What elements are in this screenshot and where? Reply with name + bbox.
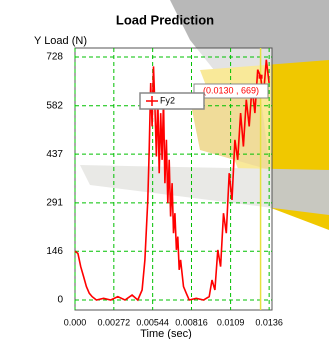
y-axis-label: Y Load (N) [34, 35, 87, 47]
x-tick-label: 0.00272 [98, 317, 131, 327]
y-tick-label: 291 [46, 198, 63, 209]
chart: Load Prediction Y Load (N) Time (sec) 0 1… [0, 0, 329, 339]
x-tick-label: 0.0136 [255, 317, 283, 327]
x-tick-label: 0.0109 [217, 317, 245, 327]
x-axis-label: Time (sec) [140, 328, 192, 339]
x-tick-label: 0.00816 [175, 317, 208, 327]
y-tick-label: 437 [46, 149, 63, 160]
y-tick-label: 728 [46, 52, 63, 63]
x-tick-label: 0.00544 [136, 317, 169, 327]
legend-label: Fy2 [160, 95, 175, 105]
annotation-label: (0.0130 , 669) [203, 85, 259, 95]
y-tick-label: 146 [46, 246, 63, 257]
chart-title: Load Prediction [116, 12, 214, 27]
y-tick-label: 582 [46, 100, 63, 111]
x-tick-label: 0.000 [64, 317, 87, 327]
y-tick-label: 0 [57, 295, 63, 306]
marker-point [259, 75, 263, 79]
